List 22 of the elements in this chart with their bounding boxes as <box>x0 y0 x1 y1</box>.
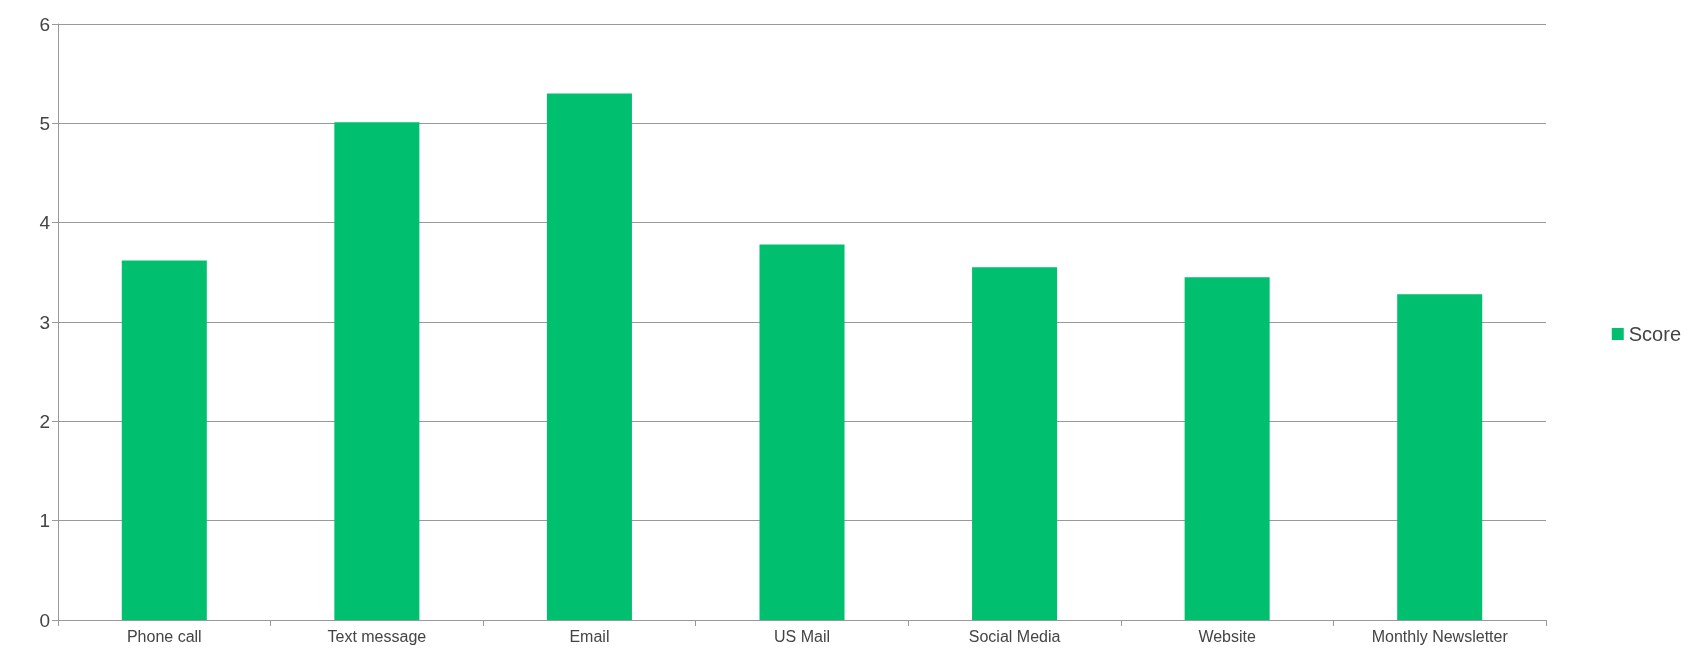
y-tick-label: 6 <box>39 13 50 35</box>
y-tick-label: 5 <box>39 112 50 134</box>
bar <box>334 122 420 620</box>
x-tick-label: Phone call <box>126 627 202 645</box>
bar <box>121 260 207 620</box>
bar <box>1397 294 1483 620</box>
y-tick-label: 3 <box>39 311 50 333</box>
legend-label: Score <box>1628 323 1681 345</box>
x-tick-label: Website <box>1198 627 1256 645</box>
bar <box>546 93 632 620</box>
y-tick-label: 2 <box>39 410 50 432</box>
x-tick-label: Social Media <box>968 627 1061 645</box>
x-tick-label: US Mail <box>773 627 831 645</box>
bar <box>759 244 845 620</box>
y-tick-label: 0 <box>39 609 50 631</box>
bar <box>1184 277 1270 620</box>
y-tick-label: 4 <box>39 212 51 234</box>
bar <box>972 267 1058 620</box>
x-tick-label: Text message <box>327 627 427 645</box>
y-tick-label: 1 <box>39 510 50 532</box>
x-tick-label: Email <box>569 627 610 645</box>
x-tick-label: Monthly Newsletter <box>1371 627 1509 645</box>
